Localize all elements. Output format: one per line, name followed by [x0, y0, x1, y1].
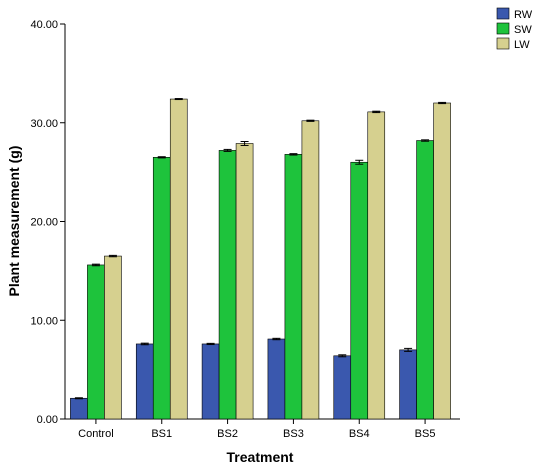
bar-sw-control — [87, 264, 105, 420]
legend-swatch-lw — [496, 37, 510, 50]
plot-area: 0.00 10.00 20.00 30.00 40.00 Control BS1 BS2 BS… — [30, 19, 460, 440]
y-tick-label: 20.00 — [30, 217, 58, 229]
bar-rw-bs3 — [267, 338, 286, 420]
x-tick-label: BS2 — [217, 428, 238, 440]
error-bar — [206, 342, 215, 346]
x-tick-label: BS1 — [151, 428, 172, 440]
error-bar — [223, 148, 232, 152]
y-ticks: 0.00 10.00 20.00 30.00 40.00 — [30, 19, 65, 426]
error-bar — [306, 119, 315, 122]
legend-swatch-rw — [496, 7, 510, 20]
bar-lw-bs3 — [301, 120, 320, 420]
legend: RW SW LW — [496, 7, 533, 51]
error-bar — [174, 98, 183, 101]
x-ticks: Control BS1 BS2 BS3 BS4 BS5 — [78, 419, 435, 440]
legend-swatch-sw — [496, 22, 510, 35]
bar-sw-bs1 — [152, 157, 171, 420]
y-tick-label: 0.00 — [37, 414, 58, 426]
legend-label-rw: RW — [514, 9, 533, 21]
error-bar — [355, 159, 364, 165]
error-bar — [108, 254, 117, 258]
error-bar — [421, 139, 430, 142]
error-bar — [338, 354, 347, 358]
bar-sw-bs4 — [350, 161, 369, 420]
y-tick-label: 30.00 — [30, 118, 58, 130]
error-bar — [91, 263, 100, 267]
bars — [70, 98, 451, 420]
bar-lw-bs5 — [433, 102, 451, 420]
error-bar — [157, 156, 166, 159]
bar-sw-bs2 — [218, 150, 237, 420]
y-tick-label: 40.00 — [30, 19, 58, 31]
bar-rw-bs5 — [399, 349, 417, 420]
x-tick-label: Control — [78, 428, 113, 440]
error-bar — [74, 397, 83, 400]
bar-rw-bs4 — [333, 355, 352, 420]
x-axis-title: Treatment — [227, 449, 294, 465]
bar-sw-bs3 — [284, 154, 303, 420]
x-tick-label: BS4 — [349, 428, 370, 440]
error-bar — [438, 101, 447, 105]
legend-label-lw: LW — [514, 39, 530, 51]
bar-lw-control — [104, 255, 122, 420]
error-bar — [240, 141, 249, 146]
bar-sw-bs5 — [416, 140, 434, 420]
error-bar — [289, 153, 298, 156]
error-bar — [372, 110, 381, 114]
error-bar — [272, 337, 281, 341]
bar-lw-bs1 — [169, 98, 188, 420]
bar-lw-bs2 — [235, 143, 254, 420]
y-axis-title: Plant measurement (g) — [6, 146, 22, 297]
y-tick-label: 10.00 — [30, 315, 58, 327]
bar-rw-bs2 — [201, 343, 220, 420]
bar-rw-control — [70, 397, 88, 420]
x-tick-label: BS5 — [415, 428, 436, 440]
error-bar — [140, 342, 149, 346]
error-bar — [404, 347, 413, 352]
bar-rw-bs1 — [135, 343, 154, 420]
legend-label-sw: SW — [514, 24, 532, 36]
x-tick-label: BS3 — [283, 428, 304, 440]
bar-lw-bs4 — [367, 111, 386, 420]
